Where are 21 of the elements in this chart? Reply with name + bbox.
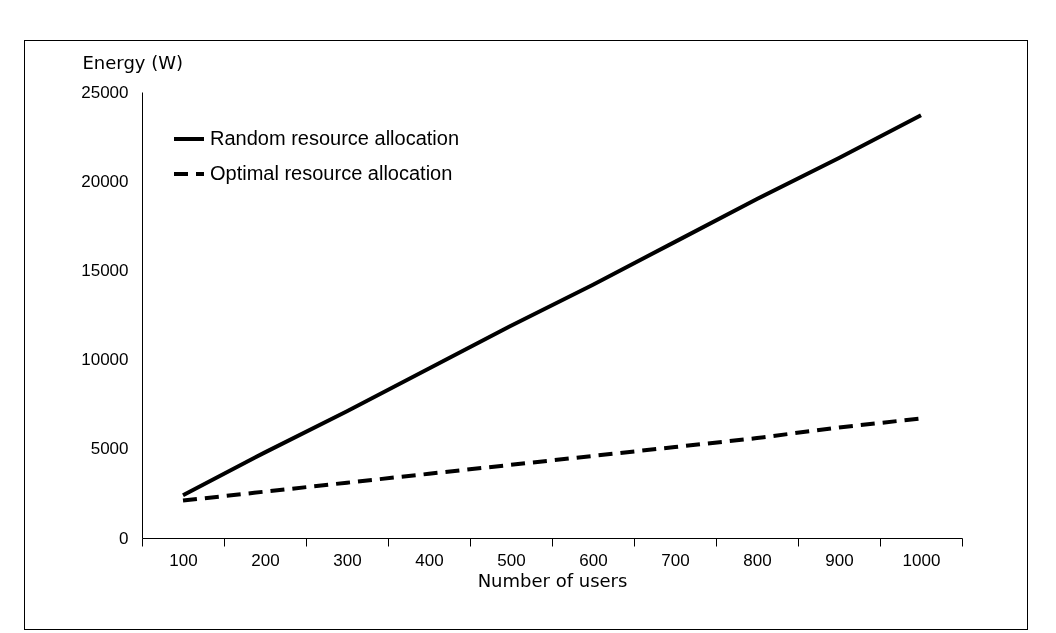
x-tick-label: 700: [661, 550, 690, 570]
x-tick-label: 300: [333, 550, 362, 570]
x-tick-label: 100: [169, 550, 198, 570]
x-tick-label: 1000: [902, 550, 941, 570]
y-tick-label: 0: [119, 528, 129, 548]
x-tick-label: 500: [497, 550, 526, 570]
y-tick-label: 20000: [81, 171, 129, 191]
x-axis-title: Number of users: [477, 569, 628, 591]
y-tick-label: 5000: [90, 439, 129, 459]
x-tick-label: 400: [415, 550, 444, 570]
y-tick-label: 25000: [81, 82, 129, 102]
y-tick-label: 10000: [81, 350, 129, 370]
legend-label: Optimal resource allocation: [210, 162, 453, 184]
y-tick-label: 15000: [81, 260, 129, 280]
legend-label: Random resource allocation: [210, 127, 460, 149]
line-series: [181, 113, 923, 498]
x-tick-label: 600: [579, 550, 608, 570]
x-tick-label: 800: [743, 550, 772, 570]
x-tick-label: 200: [251, 550, 280, 570]
x-tick-label: 900: [825, 550, 854, 570]
y-axis-title: Energy (W): [82, 51, 184, 73]
